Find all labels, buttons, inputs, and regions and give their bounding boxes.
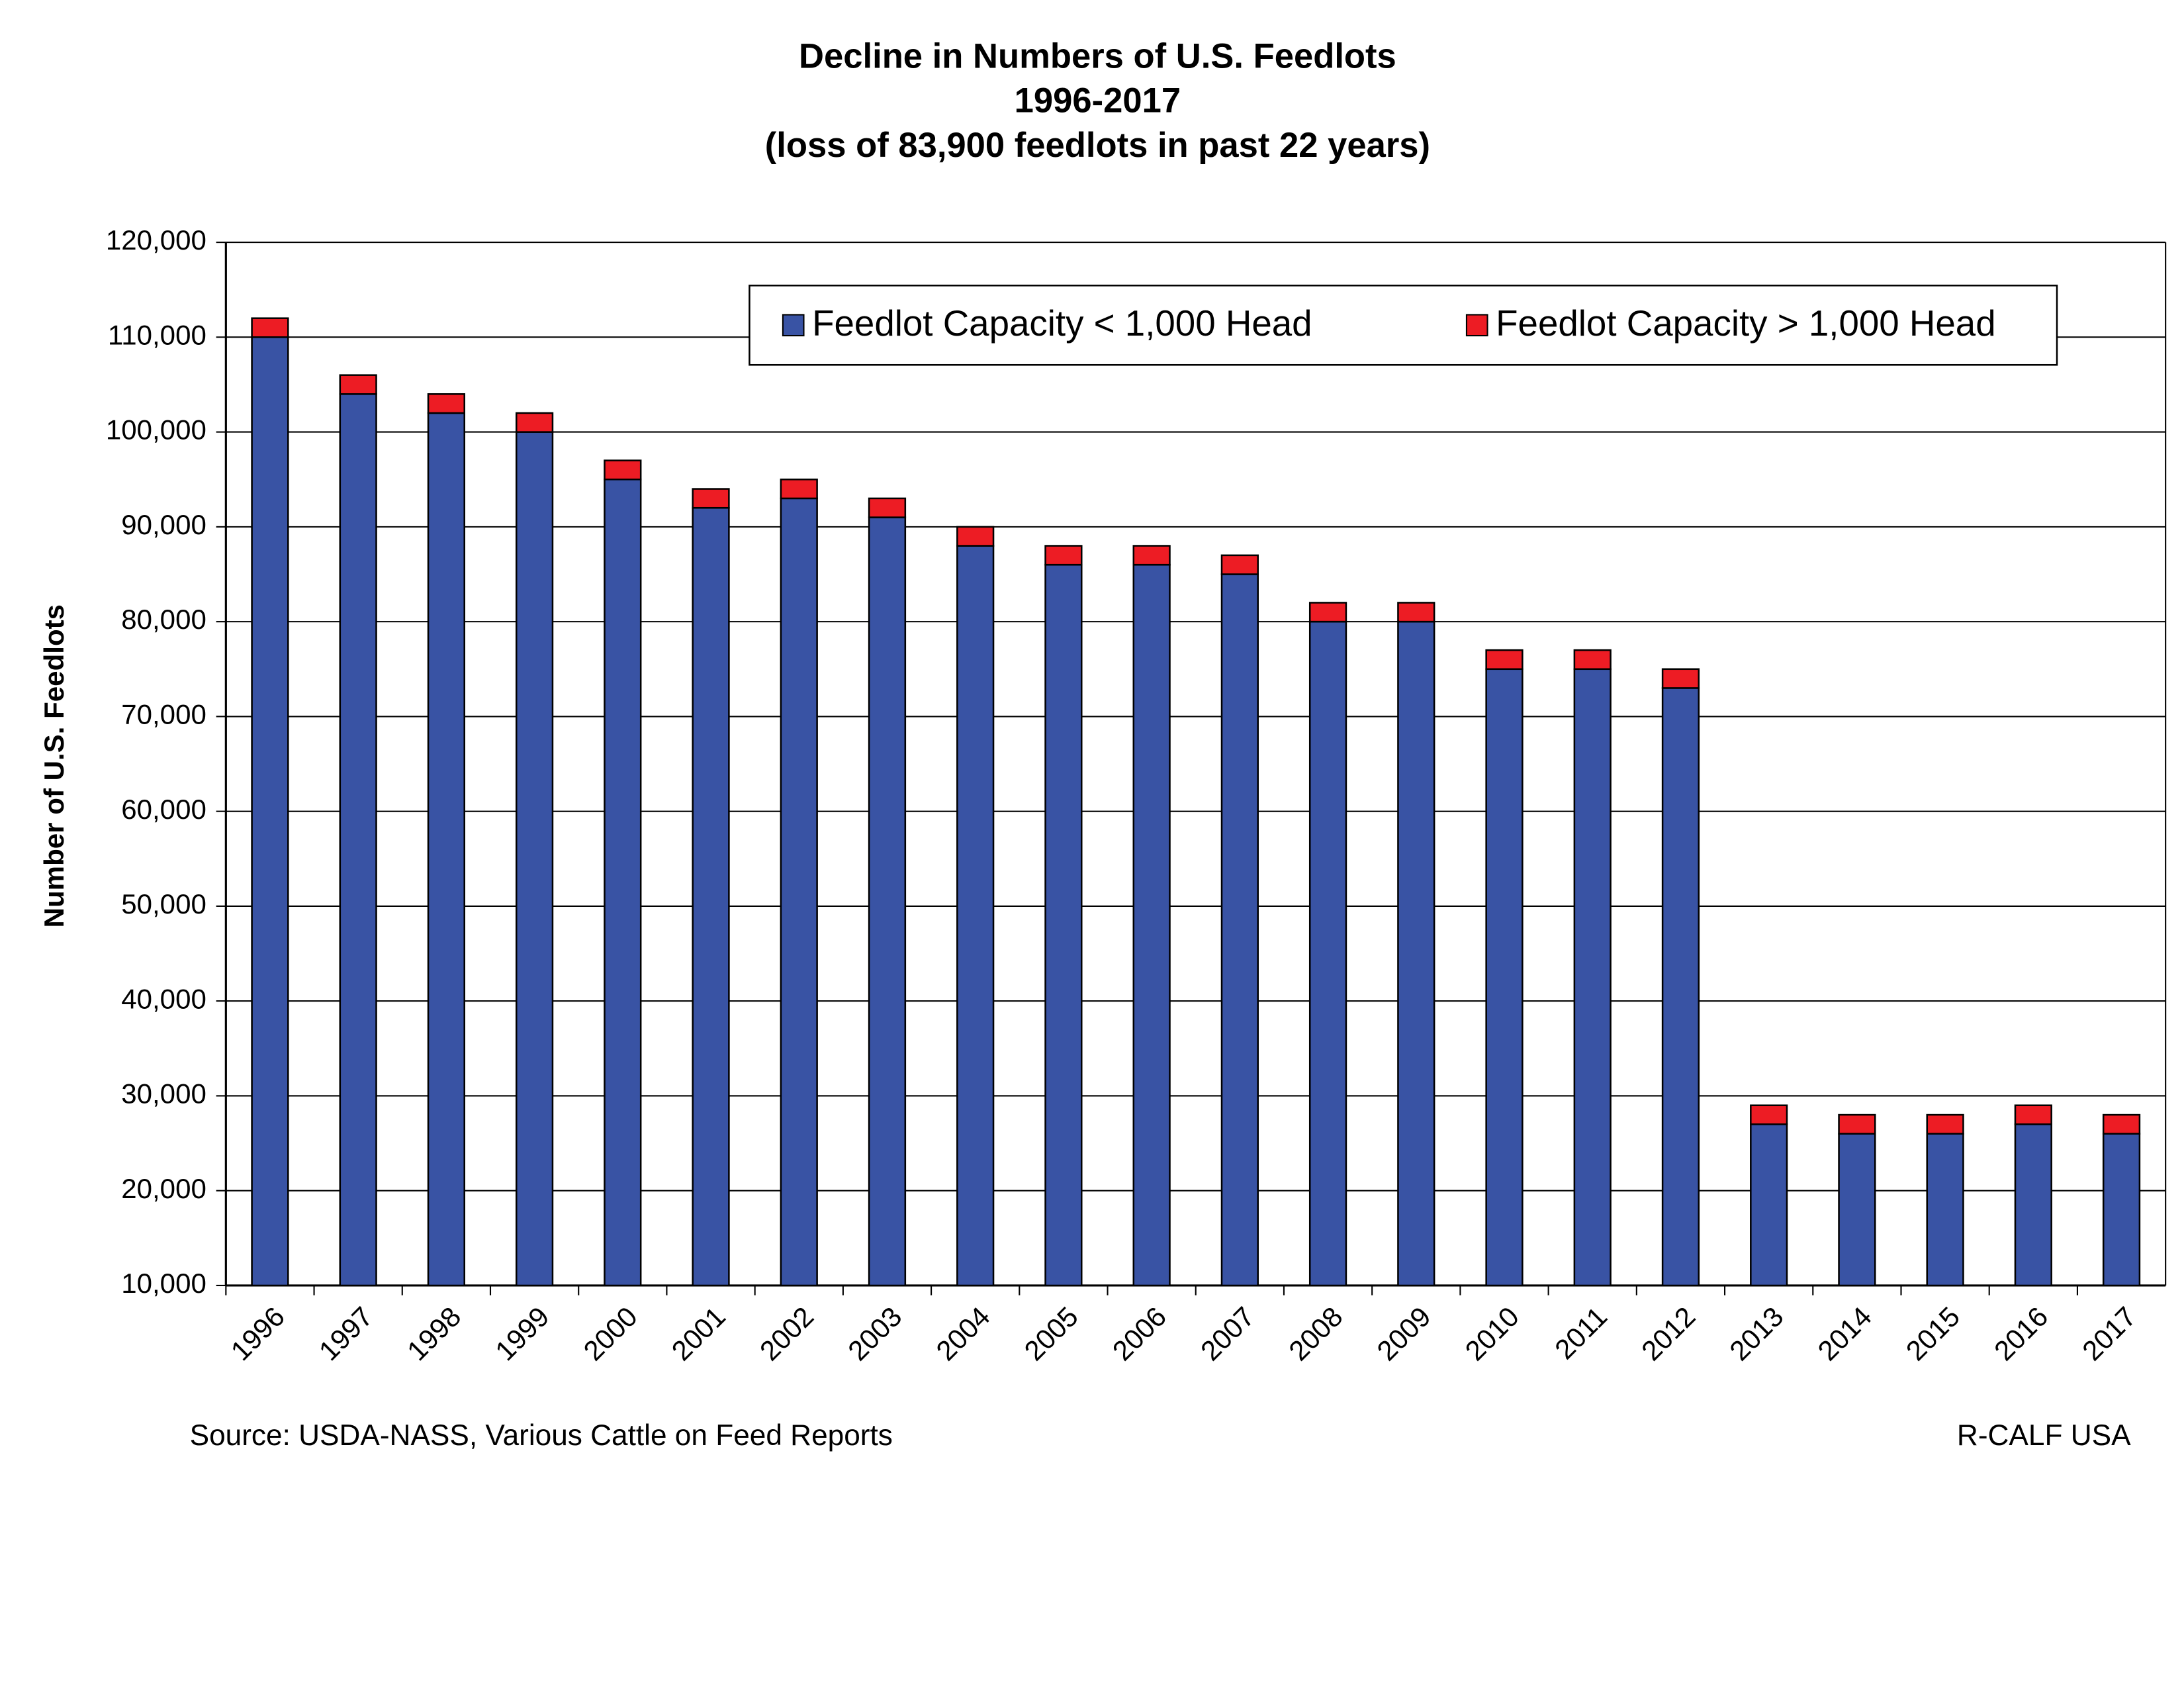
x-tick-label: 2012 bbox=[1635, 1301, 1701, 1366]
bar-segment bbox=[1573, 668, 1612, 1287]
bar-segment bbox=[1926, 1133, 1964, 1287]
y-tick-label: 90,000 bbox=[121, 509, 206, 540]
bar-segment bbox=[780, 497, 818, 1287]
y-tick-label: 10,000 bbox=[121, 1268, 206, 1299]
source-note: Source: USDA-NASS, Various Cattle on Fee… bbox=[190, 1419, 893, 1452]
y-tick-label: 80,000 bbox=[121, 604, 206, 635]
bar-segment bbox=[1397, 602, 1435, 623]
legend-label: Feedlot Capacity < 1,000 Head bbox=[812, 303, 1312, 344]
x-tick-label: 2013 bbox=[1723, 1301, 1789, 1366]
x-tick-label: 1996 bbox=[225, 1301, 291, 1366]
x-tick-label: 2000 bbox=[577, 1301, 643, 1366]
bar-segment bbox=[1308, 602, 1347, 623]
bar-segment bbox=[868, 516, 907, 1287]
bar-segment bbox=[515, 412, 554, 433]
x-tick-label: 1999 bbox=[489, 1301, 555, 1366]
bar-segment bbox=[1573, 649, 1612, 671]
y-tick-label: 40,000 bbox=[121, 983, 206, 1014]
bar-segment bbox=[251, 317, 289, 338]
bar-segment bbox=[692, 488, 730, 509]
x-tick-label: 1997 bbox=[313, 1301, 379, 1366]
x-tick-label: 2006 bbox=[1107, 1301, 1172, 1366]
x-tick-label: 2016 bbox=[1988, 1301, 2054, 1366]
bar-segment bbox=[1132, 545, 1171, 566]
bar-segment bbox=[1838, 1133, 1876, 1287]
bar-segment bbox=[1661, 668, 1700, 689]
legend-swatch bbox=[782, 314, 805, 337]
y-tick-label: 30,000 bbox=[121, 1078, 206, 1109]
x-tick-label: 2011 bbox=[1549, 1301, 1613, 1365]
bar-segment bbox=[780, 478, 818, 500]
chart-subtitle: 1996-2017 bbox=[1015, 81, 1181, 120]
bar-segment bbox=[427, 393, 465, 414]
x-tick-label: 2014 bbox=[1812, 1301, 1878, 1366]
y-tick-label: 70,000 bbox=[121, 699, 206, 730]
bar-segment bbox=[2102, 1113, 2141, 1135]
y-tick-label: 20,000 bbox=[121, 1173, 206, 1204]
y-tick-label: 120,000 bbox=[106, 224, 206, 256]
bar-segment bbox=[2102, 1133, 2141, 1287]
x-tick-label: 2008 bbox=[1283, 1301, 1348, 1366]
x-tick-label: 1998 bbox=[401, 1301, 467, 1366]
bar-segment bbox=[427, 412, 465, 1287]
y-tick-label: 60,000 bbox=[121, 794, 206, 825]
bar-segment bbox=[868, 497, 907, 518]
bar-segment bbox=[692, 506, 730, 1287]
legend-swatch bbox=[1465, 314, 1488, 337]
x-tick-label: 2017 bbox=[2076, 1301, 2142, 1366]
bar-segment bbox=[1926, 1113, 1964, 1135]
bar-segment bbox=[1220, 554, 1259, 575]
bar-segment bbox=[1044, 563, 1083, 1287]
bar-segment bbox=[1661, 687, 1700, 1287]
chart-subtitle: (loss of 83,900 feedlots in past 22 year… bbox=[765, 126, 1430, 165]
bar-segment bbox=[1750, 1123, 1788, 1287]
bar-segment bbox=[604, 478, 642, 1287]
bar-segment bbox=[1044, 545, 1083, 566]
x-tick-label: 2007 bbox=[1195, 1301, 1260, 1366]
bar-segment bbox=[1750, 1104, 1788, 1125]
x-tick-label: 2009 bbox=[1371, 1301, 1436, 1366]
x-tick-label: 2002 bbox=[754, 1301, 819, 1366]
bar-segment bbox=[604, 459, 642, 481]
x-tick-label: 2005 bbox=[1019, 1301, 1084, 1366]
bar-segment bbox=[1485, 649, 1524, 671]
bar-segment bbox=[339, 393, 377, 1287]
x-tick-label: 2015 bbox=[1900, 1301, 1966, 1366]
bar-segment bbox=[251, 336, 289, 1287]
bar-segment bbox=[1308, 620, 1347, 1287]
x-tick-label: 2004 bbox=[930, 1301, 995, 1366]
bar-segment bbox=[1485, 668, 1524, 1287]
bar-segment bbox=[1397, 620, 1435, 1287]
legend-label: Feedlot Capacity > 1,000 Head bbox=[1496, 303, 1995, 344]
bar-segment bbox=[2014, 1104, 2052, 1125]
bar-segment bbox=[956, 545, 995, 1287]
x-tick-label: 2001 bbox=[666, 1301, 731, 1366]
y-axis-label: Number of U.S. Feedlots bbox=[38, 604, 69, 927]
y-tick-label: 50,000 bbox=[121, 888, 206, 919]
x-tick-label: 2003 bbox=[842, 1301, 907, 1366]
x-tick-label: 2010 bbox=[1459, 1301, 1525, 1366]
legend-box bbox=[749, 285, 2058, 366]
y-tick-label: 110,000 bbox=[108, 319, 206, 350]
credit: R-CALF USA bbox=[1957, 1419, 2131, 1452]
bar-segment bbox=[1838, 1113, 1876, 1135]
bar-segment bbox=[2014, 1123, 2052, 1287]
bar-segment bbox=[515, 431, 554, 1287]
bar-segment bbox=[339, 374, 377, 395]
bar-segment bbox=[1220, 573, 1259, 1287]
y-tick-label: 100,000 bbox=[106, 414, 206, 445]
bar-segment bbox=[1132, 563, 1171, 1287]
chart-title: Decline in Numbers of U.S. Feedlots bbox=[799, 36, 1396, 75]
bar-segment bbox=[956, 526, 995, 547]
